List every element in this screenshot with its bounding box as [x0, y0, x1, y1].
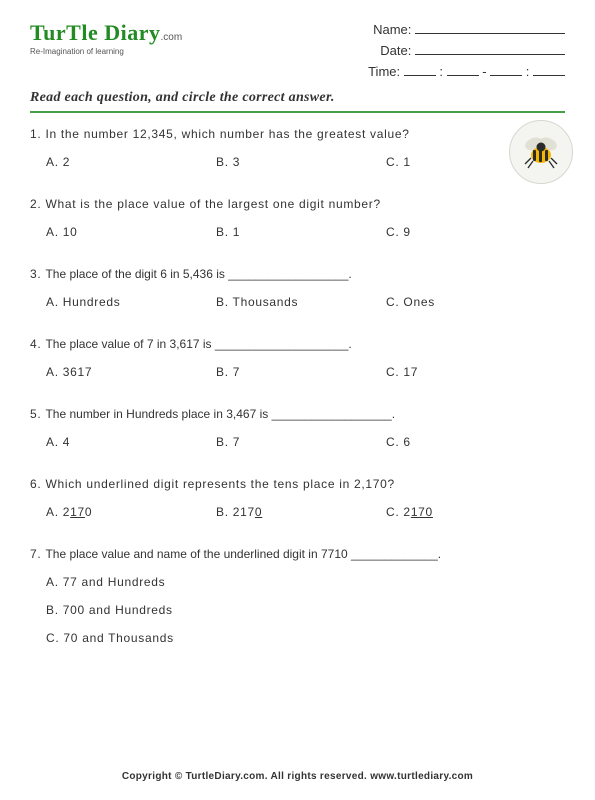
date-blank[interactable] — [415, 44, 565, 55]
time-label: Time: — [368, 64, 400, 79]
options: A. Hundreds B. Thousands C. Ones — [30, 295, 565, 309]
option-c[interactable]: C. 17 — [386, 365, 556, 379]
options: A. 10 B. 1 C. 9 — [30, 225, 565, 239]
logo-dotcom: .com — [160, 32, 182, 43]
date-label: Date: — [380, 43, 411, 58]
options: A. 2 B. 3 C. 1 — [30, 155, 565, 169]
question-text: 5. The number in Hundreds place in 3,467… — [30, 407, 565, 421]
option-c[interactable]: C. 70 and Thousands — [46, 631, 565, 645]
question-4: 4. The place value of 7 in 3,617 is ____… — [30, 337, 565, 379]
question-text: 1. In the number 12,345, which number ha… — [30, 127, 565, 141]
option-a[interactable]: A. Hundreds — [46, 295, 216, 309]
option-b[interactable]: B. 7 — [216, 365, 386, 379]
logo-tagline: Re-Imagination of learning — [30, 47, 182, 56]
question-3: 3. The place of the digit 6 in 5,436 is … — [30, 267, 565, 309]
option-b[interactable]: B. 7 — [216, 435, 386, 449]
question-2: 2. What is the place value of the larges… — [30, 197, 565, 239]
time-blank[interactable] — [404, 65, 436, 76]
option-b[interactable]: B. 2170 — [216, 505, 386, 519]
option-b[interactable]: B. 700 and Hundreds — [46, 603, 565, 617]
option-a[interactable]: A. 77 and Hundreds — [46, 575, 565, 589]
name-line: Name: — [368, 20, 565, 41]
header: TurTle Diary.com Re-Imagination of learn… — [30, 20, 565, 82]
name-blank[interactable] — [415, 23, 565, 34]
time-blank[interactable] — [447, 65, 479, 76]
question-text: 4. The place value of 7 in 3,617 is ____… — [30, 337, 565, 351]
options: A. 4 B. 7 C. 6 — [30, 435, 565, 449]
option-b[interactable]: B. Thousands — [216, 295, 386, 309]
time-line: Time: : - : — [368, 62, 565, 83]
question-text: 3. The place of the digit 6 in 5,436 is … — [30, 267, 565, 281]
option-c[interactable]: C. 9 — [386, 225, 556, 239]
option-a[interactable]: A. 4 — [46, 435, 216, 449]
options: A. 2170 B. 2170 C. 2170 — [30, 505, 565, 519]
option-c[interactable]: C. 6 — [386, 435, 556, 449]
question-text: 2. What is the place value of the larges… — [30, 197, 565, 211]
options: A. 3617 B. 7 C. 17 — [30, 365, 565, 379]
questions: 1. In the number 12,345, which number ha… — [30, 127, 565, 645]
instructions: Read each question, and circle the corre… — [30, 90, 565, 113]
option-a[interactable]: A. 2170 — [46, 505, 216, 519]
option-c[interactable]: C. 2170 — [386, 505, 556, 519]
time-blank[interactable] — [490, 65, 522, 76]
question-1: 1. In the number 12,345, which number ha… — [30, 127, 565, 169]
logo: TurTle Diary.com Re-Imagination of learn… — [30, 20, 182, 56]
option-b[interactable]: B. 1 — [216, 225, 386, 239]
logo-main: TurTle Diary.com — [30, 20, 182, 46]
bee-icon — [509, 120, 573, 184]
question-text: 6. Which underlined digit represents the… — [30, 477, 565, 491]
question-text: 7. The place value and name of the under… — [30, 547, 565, 561]
option-c[interactable]: C. Ones — [386, 295, 556, 309]
footer: Copyright © TurtleDiary.com. All rights … — [0, 771, 595, 782]
date-line: Date: — [368, 41, 565, 62]
question-7: 7. The place value and name of the under… — [30, 547, 565, 645]
question-6: 6. Which underlined digit represents the… — [30, 477, 565, 519]
name-label: Name: — [373, 22, 411, 37]
option-a[interactable]: A. 2 — [46, 155, 216, 169]
logo-text: TurTle Diary — [30, 20, 160, 45]
option-a[interactable]: A. 3617 — [46, 365, 216, 379]
question-5: 5. The number in Hundreds place in 3,467… — [30, 407, 565, 449]
options: A. 77 and Hundreds B. 700 and Hundreds C… — [30, 575, 565, 645]
option-a[interactable]: A. 10 — [46, 225, 216, 239]
time-blank[interactable] — [533, 65, 565, 76]
info-lines: Name: Date: Time: : - : — [368, 20, 565, 82]
option-b[interactable]: B. 3 — [216, 155, 386, 169]
